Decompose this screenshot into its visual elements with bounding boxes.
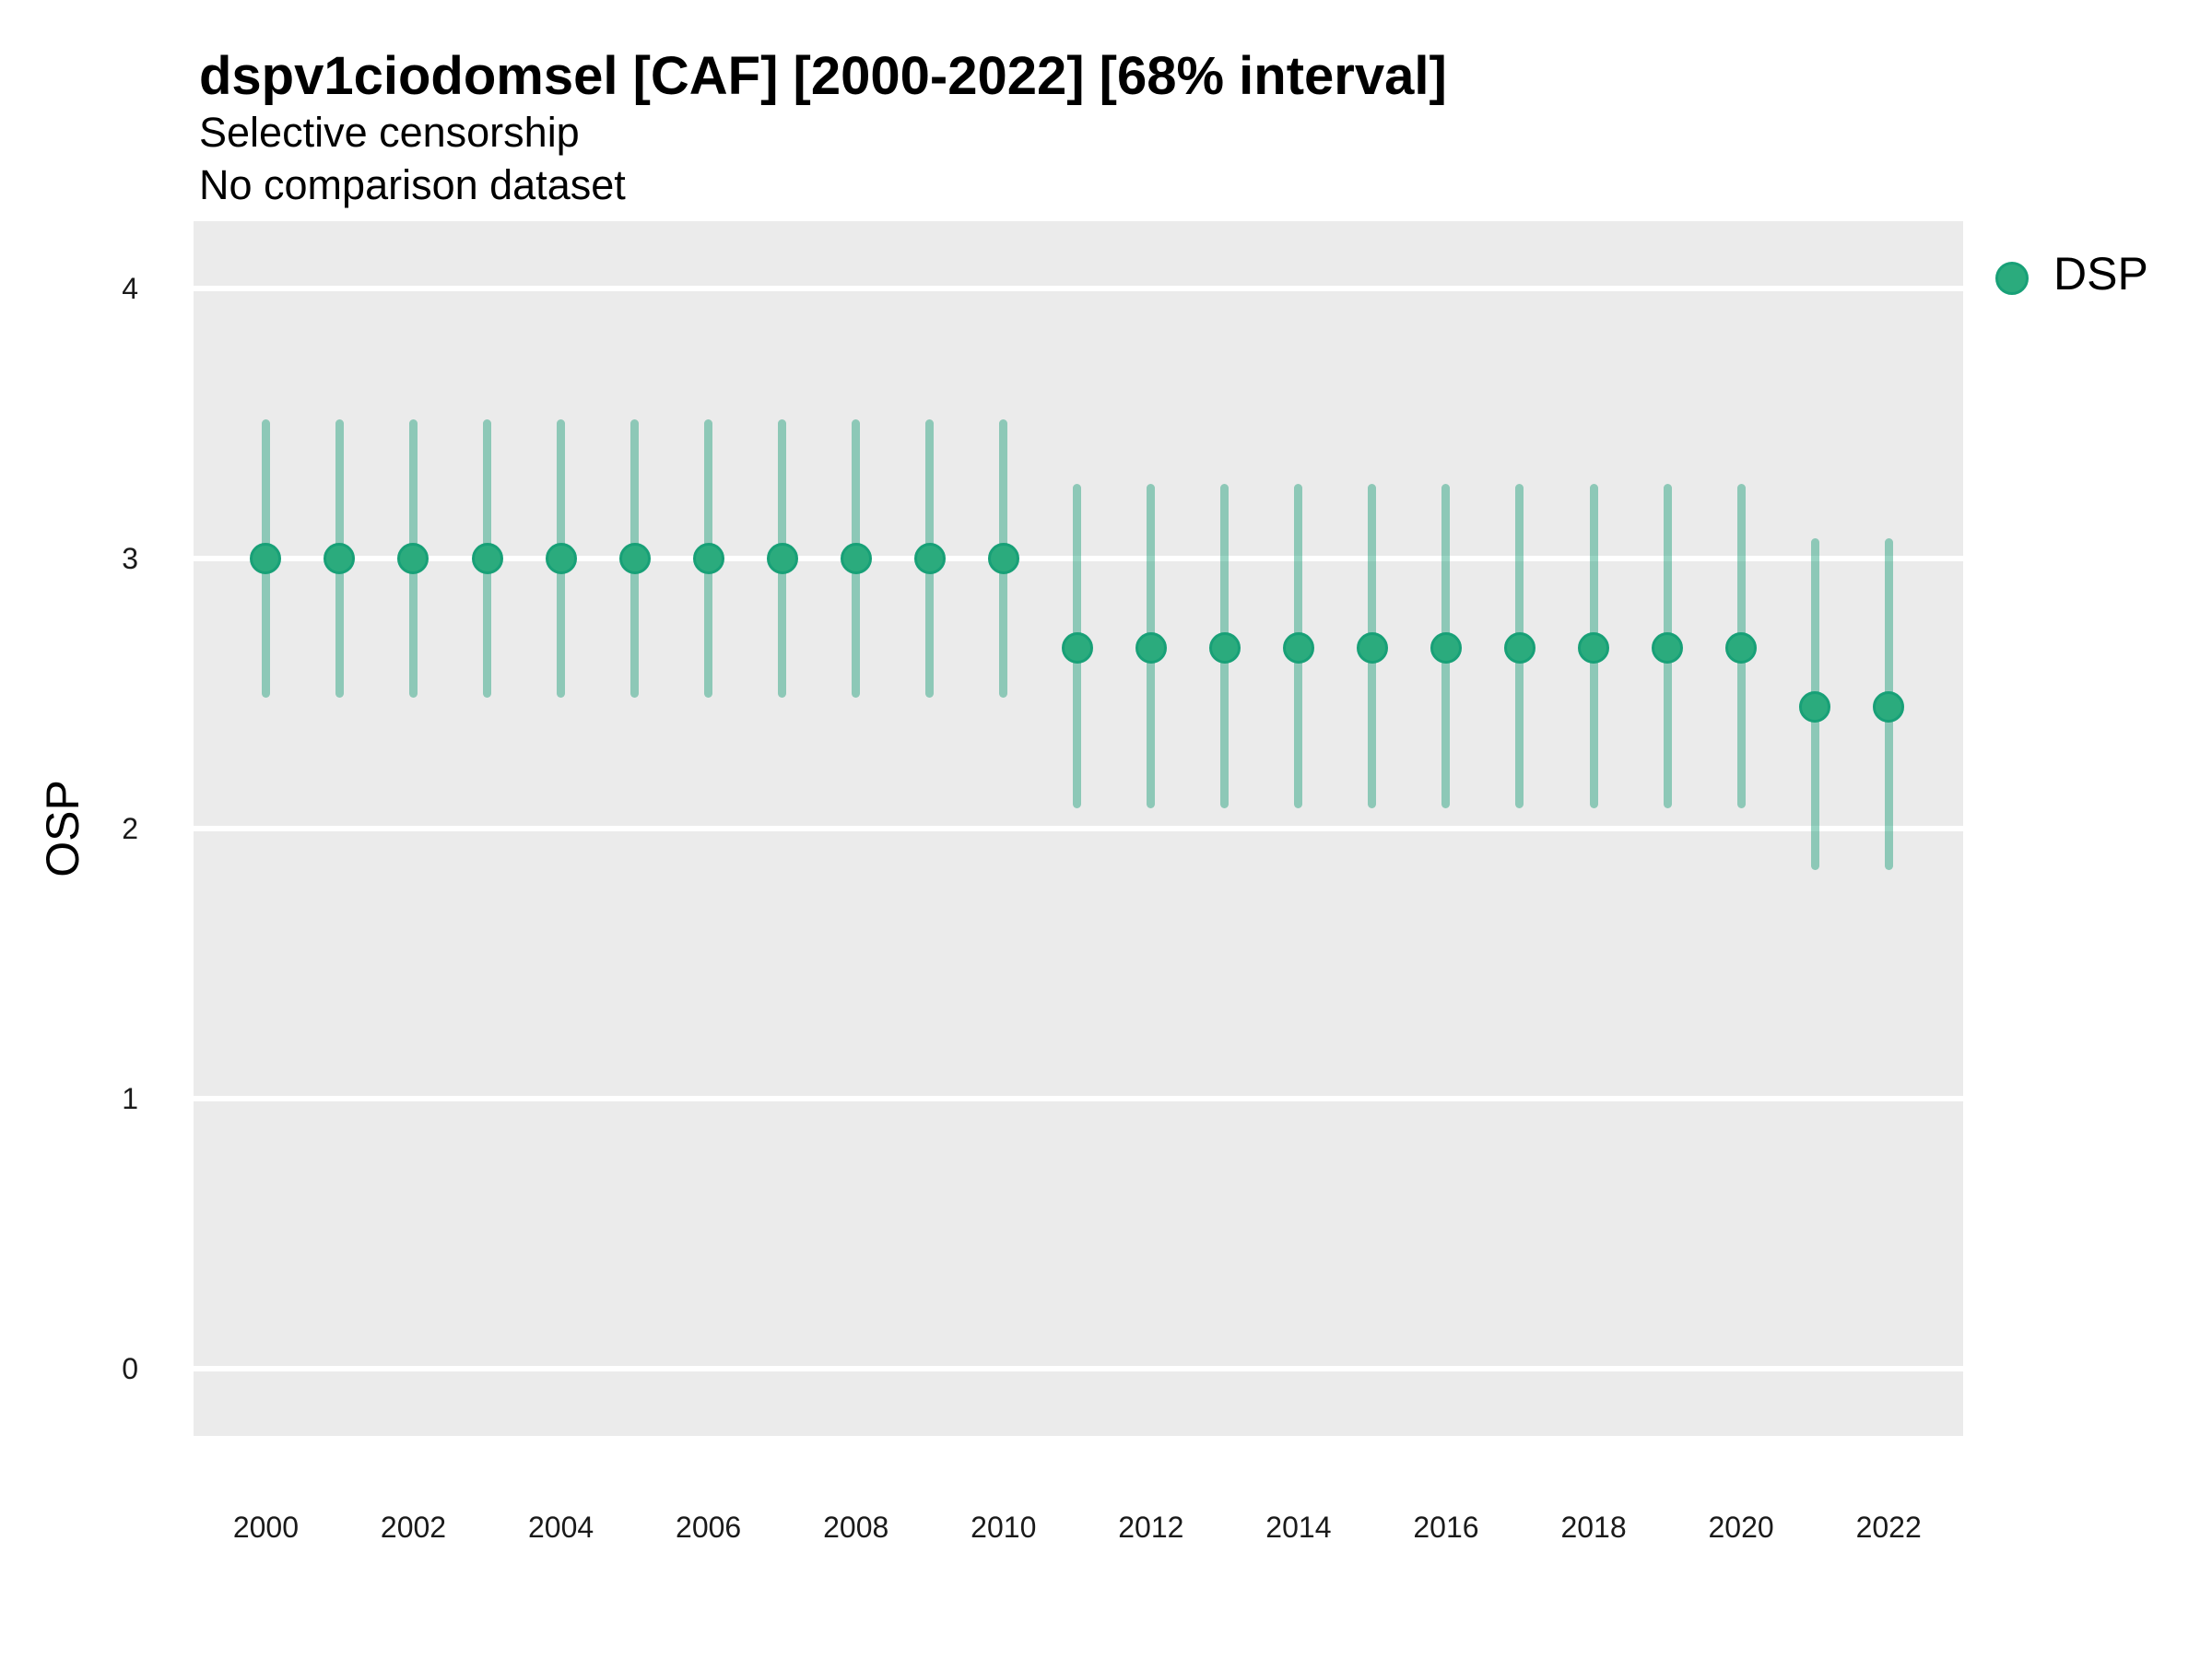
- x-tick-label: 2020: [1708, 1511, 1774, 1544]
- x-tick-label: 2012: [1118, 1511, 1184, 1544]
- x-tick-label: 2018: [1560, 1511, 1627, 1544]
- gridline-y-4: [194, 286, 1963, 292]
- x-tick-label: 2006: [676, 1511, 742, 1544]
- x-tick-label: 2022: [1855, 1511, 1922, 1544]
- legend-marker-dsp: [1995, 262, 2029, 295]
- data-point: [471, 543, 503, 575]
- x-tick-label: 2004: [527, 1511, 594, 1544]
- data-point: [1725, 631, 1758, 664]
- x-tick-label: 2008: [823, 1511, 889, 1544]
- x-tick-label: 2000: [232, 1511, 300, 1544]
- data-point: [1282, 631, 1314, 664]
- gridline-y-2: [194, 826, 1963, 831]
- data-point: [1135, 631, 1167, 664]
- y-tick-label: 0: [122, 1351, 138, 1385]
- data-point: [1799, 691, 1831, 724]
- data-point: [692, 543, 724, 575]
- legend-label-dsp: DSP: [2053, 248, 2148, 300]
- data-point: [1430, 631, 1462, 664]
- gridline-y-3: [194, 556, 1963, 562]
- chart-title: dspv1ciodomsel [CAF] [2000-2022] [68% in…: [199, 46, 1447, 106]
- y-tick-label: 4: [122, 272, 138, 306]
- x-tick-label: 2002: [380, 1511, 447, 1544]
- x-tick-label: 2010: [971, 1511, 1037, 1544]
- data-point: [250, 543, 282, 575]
- data-point: [840, 543, 872, 575]
- x-tick-label: 2016: [1413, 1511, 1479, 1544]
- data-point: [766, 543, 798, 575]
- data-point: [1208, 631, 1241, 664]
- chart-note: No comparison dataset: [199, 161, 626, 208]
- data-point: [1503, 631, 1535, 664]
- y-tick-label: 1: [122, 1081, 138, 1115]
- data-point: [913, 543, 946, 575]
- plot-panel: [194, 221, 1963, 1436]
- chart-subtitle: Selective censorship: [199, 109, 580, 156]
- data-point: [987, 543, 1019, 575]
- data-point: [1873, 691, 1905, 724]
- data-point: [397, 543, 429, 575]
- data-point: [1356, 631, 1388, 664]
- data-point: [324, 543, 356, 575]
- data-point: [545, 543, 577, 575]
- data-point: [1652, 631, 1684, 664]
- gridline-y-1: [194, 1095, 1963, 1101]
- data-point: [1578, 631, 1610, 664]
- gridline-y-0: [194, 1365, 1963, 1371]
- data-point: [1061, 631, 1093, 664]
- data-point: [618, 543, 651, 575]
- y-tick-label: 2: [122, 812, 138, 845]
- x-tick-label: 2014: [1265, 1511, 1332, 1544]
- y-tick-label: 3: [122, 542, 138, 576]
